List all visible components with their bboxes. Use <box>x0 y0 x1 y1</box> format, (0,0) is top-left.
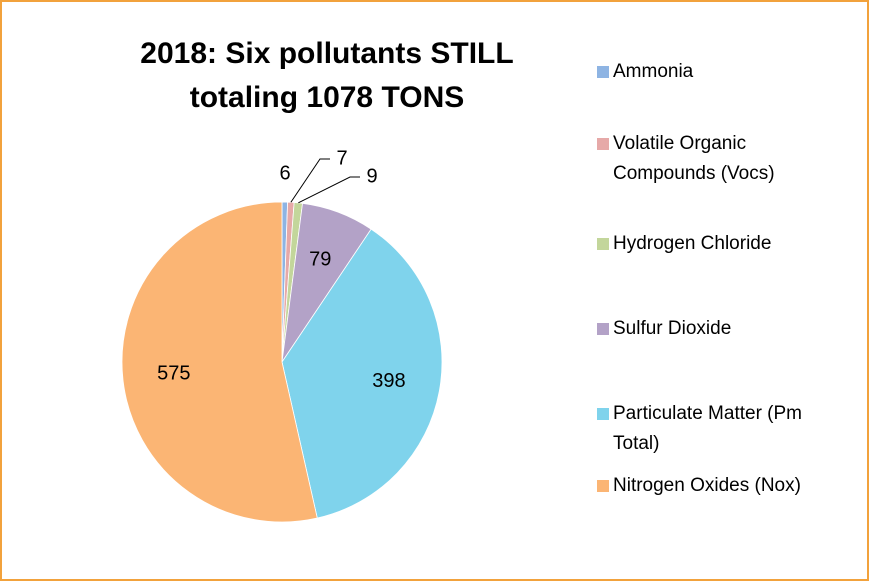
legend-label: Volatile Organic Compounds (Vocs) <box>613 133 775 184</box>
leader-line <box>298 176 360 204</box>
data-label: 7 <box>336 147 347 169</box>
legend-swatch <box>597 408 609 420</box>
pie-slice <box>121 201 318 523</box>
legend-label: Particulate Matter (Pm Total) <box>613 403 802 454</box>
legend-swatch <box>597 323 609 335</box>
legend-label: Hydrogen Chloride <box>613 233 772 254</box>
legend-swatch <box>597 480 609 492</box>
data-label: 9 <box>366 165 377 187</box>
data-label: 575 <box>157 362 190 384</box>
legend-swatch <box>597 238 609 250</box>
legend-label: Nitrogen Oxides (Nox) <box>613 475 801 496</box>
pie-area: 6 79 79 398 575 <box>121 147 443 523</box>
legend-swatch <box>597 66 609 78</box>
legend-label: Sulfur Dioxide <box>613 318 732 339</box>
leader-line <box>290 158 330 203</box>
legend-swatch <box>597 138 609 150</box>
legend-label: Ammonia <box>613 61 694 82</box>
data-label: 6 <box>279 162 290 184</box>
chart-title: 2018: Six pollutants STILL totaling 1078… <box>140 37 514 114</box>
data-label: 398 <box>372 370 405 392</box>
pie-slice <box>281 228 443 519</box>
data-label: 79 <box>309 248 331 270</box>
